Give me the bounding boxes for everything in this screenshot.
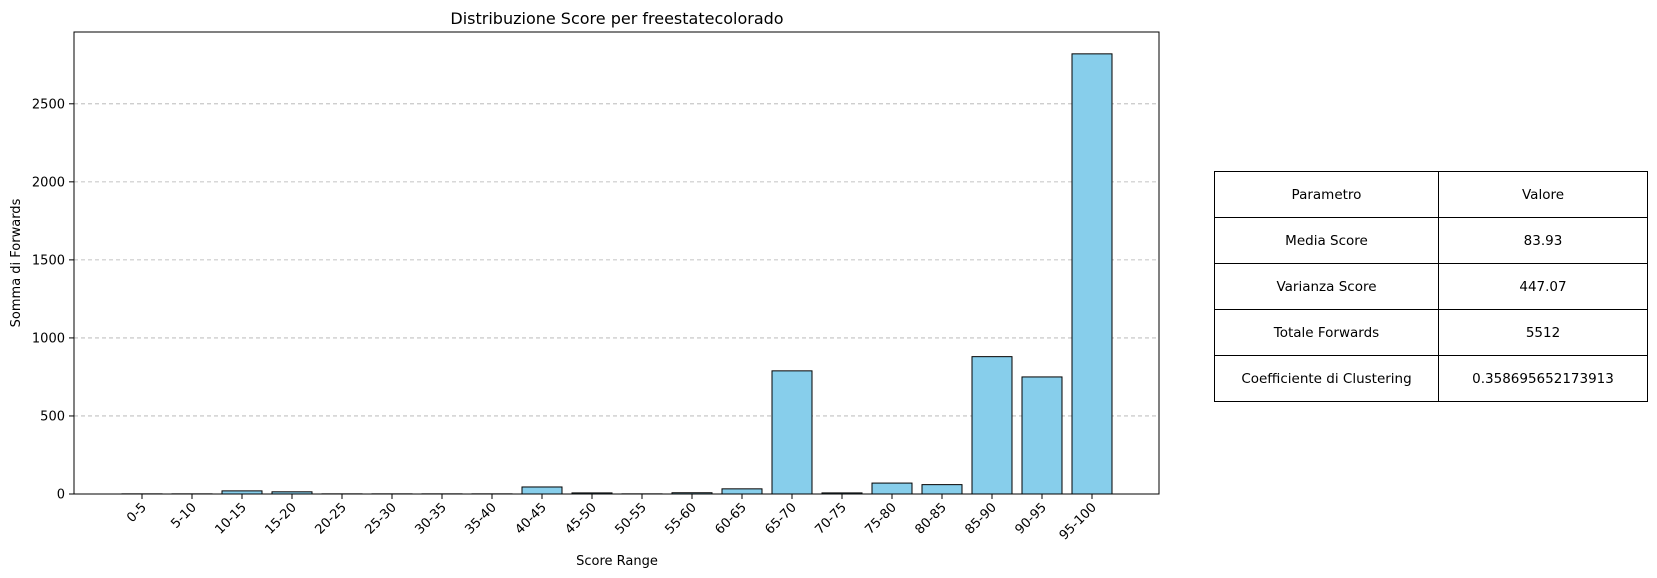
bars [121, 53, 1113, 495]
bar [971, 356, 1013, 495]
table-header-cell: Valore [1438, 171, 1648, 218]
bar [771, 370, 813, 495]
x-tick-label: 40-45 [513, 500, 550, 537]
stats-table: Parametro Valore Media Score 83.93 Varia… [1214, 171, 1648, 402]
x-tick-label: 65-70 [763, 500, 800, 537]
param-value-cell: 0.358695652173913 [1438, 355, 1648, 402]
bar [721, 488, 763, 495]
table-header-cell: Parametro [1214, 171, 1439, 218]
x-tick-label: 85-90 [963, 500, 1000, 537]
x-tick-label: 45-50 [563, 500, 600, 537]
x-tick-label: 80-85 [913, 500, 950, 537]
x-tick-label: 90-95 [1013, 500, 1050, 537]
x-tick-label: 60-65 [713, 500, 750, 537]
x-axis: 0-5 5-10 10-15 15-20 20-25 25-30 30-35 35-40 40-… [124, 494, 1100, 543]
x-tick-label: 50-55 [613, 500, 650, 537]
x-tick-label: 35-40 [463, 500, 500, 537]
param-name-cell: Varianza Score [1214, 263, 1439, 310]
param-name-cell: Media Score [1214, 217, 1439, 264]
param-name-cell: Totale Forwards [1214, 309, 1439, 356]
y-tick-label: 0 [57, 488, 65, 503]
y-tick-label: 500 [40, 409, 65, 424]
x-tick-label: 70-75 [813, 500, 850, 537]
x-tick-label: 25-30 [363, 500, 400, 537]
x-tick-label: 75-80 [863, 500, 900, 537]
y-tick-label: 2000 [32, 175, 65, 190]
table-row: Media Score 83.93 [1214, 217, 1648, 264]
bar [871, 482, 913, 495]
bar [1021, 376, 1063, 495]
x-tick-label: 5-10 [168, 500, 199, 531]
bar [921, 484, 963, 495]
x-axis-label: Score Range [576, 554, 658, 569]
bar [521, 486, 563, 495]
table-row: Coefficiente di Clustering 0.35869565217… [1214, 355, 1648, 402]
x-tick-label: 10-15 [213, 500, 250, 537]
chart-title: Distribuzione Score per freestatecolorad… [450, 9, 783, 28]
x-tick-label: 20-25 [313, 500, 350, 537]
y-tick-label: 2500 [32, 97, 65, 112]
param-value-cell: 447.07 [1438, 263, 1648, 310]
y-axis-label: Somma di Forwards [9, 198, 24, 327]
y-tick-label: 1500 [32, 253, 65, 268]
y-axis: 0 500 1000 1500 2000 2500 [32, 97, 74, 503]
x-tick-label: 95-100 [1057, 500, 1100, 543]
param-name-cell: Coefficiente di Clustering [1214, 355, 1439, 402]
x-tick-label: 30-35 [413, 500, 450, 537]
x-tick-label: 0-5 [124, 500, 150, 526]
param-value-cell: 83.93 [1438, 217, 1648, 264]
plot-frame [73, 31, 1160, 495]
x-tick-label: 15-20 [263, 500, 300, 537]
table-header-row: Parametro Valore [1214, 171, 1648, 218]
param-value-cell: 5512 [1438, 309, 1648, 356]
bar [1071, 53, 1113, 495]
table-row: Varianza Score 447.07 [1214, 263, 1648, 310]
x-tick-label: 55-60 [663, 500, 700, 537]
table-row: Totale Forwards 5512 [1214, 309, 1648, 356]
y-tick-label: 1000 [32, 331, 65, 346]
bar-chart: Distribuzione Score per freestatecolorad… [9, 9, 1160, 569]
